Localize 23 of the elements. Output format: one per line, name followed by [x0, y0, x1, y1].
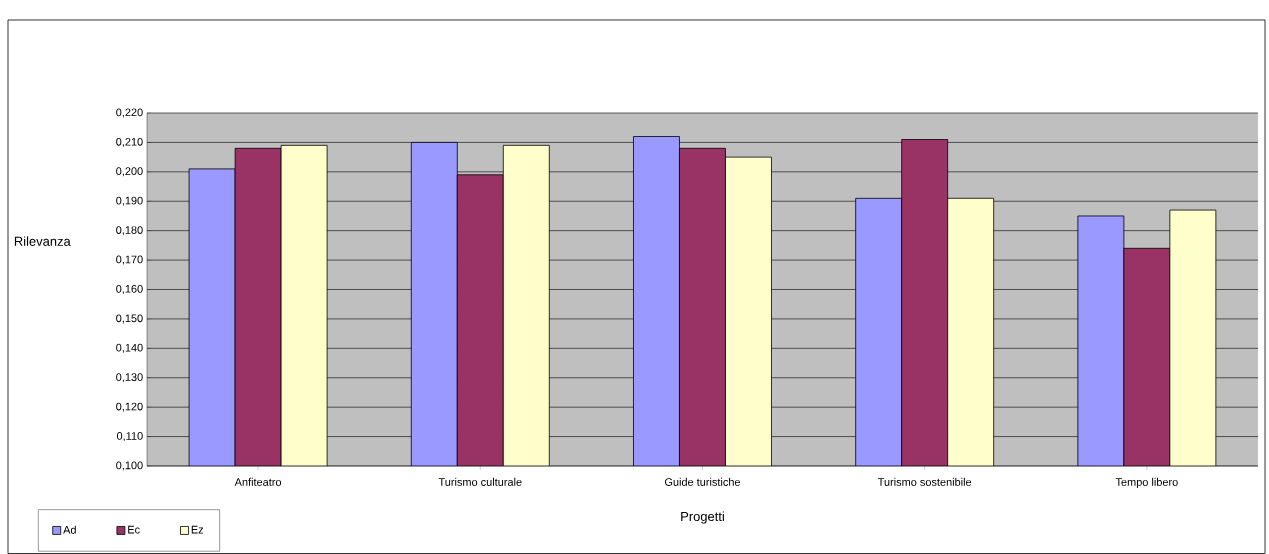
y-tick-label: 0,120: [116, 402, 143, 412]
y-tick-label: 0,170: [116, 255, 143, 265]
x-tick-label: Anfiteatro: [234, 477, 282, 486]
y-axis-title: Rilevanza: [14, 236, 71, 246]
y-tick-label: 0,130: [116, 373, 143, 383]
y-tick-label: 0,110: [116, 432, 143, 442]
legend-label: Ad: [63, 525, 76, 534]
x-tick-label: Turismo sostenibile: [877, 477, 972, 486]
x-tick-label: Tempo libero: [1115, 477, 1178, 489]
y-tick-label: 0,210: [116, 137, 143, 147]
x-axis-title: Progetti: [681, 511, 724, 524]
y-tick-label: 0,140: [116, 343, 143, 353]
x-tick-label: Guide turistiche: [664, 477, 741, 486]
y-tick-label: 0,180: [116, 226, 143, 236]
y-tick-label: 0,190: [116, 196, 143, 206]
y-tick-label: 0,200: [116, 167, 143, 177]
legend-label: Ec: [128, 525, 140, 534]
y-tick-label: 0,100: [116, 461, 143, 471]
legend-label: Ez: [191, 525, 204, 534]
y-tick-label: 0,160: [116, 284, 143, 295]
y-tick-label: 0,150: [116, 314, 143, 324]
x-tick-label: Turismo culturale: [438, 477, 522, 486]
y-tick-label: 0,220: [116, 108, 143, 118]
